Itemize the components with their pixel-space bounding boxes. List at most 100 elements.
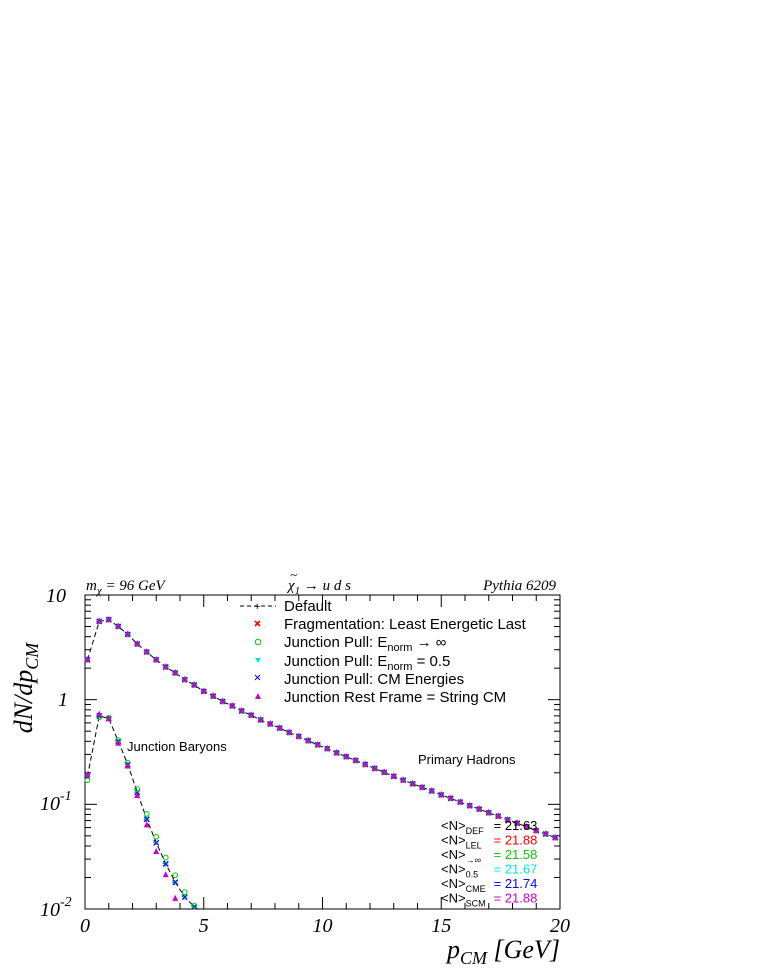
stat-row: <N>DEF = 21.63 [441,818,537,836]
primary-point-scm [286,728,293,735]
primary-point-scm [352,756,359,763]
header-mass: mχ = 96 GeV [86,578,167,597]
junction-point-scm [84,771,91,778]
legend-label-default: Default [284,598,332,615]
y-ticks [85,599,560,910]
primary-point-scm [257,715,264,722]
junction-point-cme [143,816,150,823]
primary-point-scm [153,655,160,662]
junction-point-inf [84,777,91,784]
y-axis-labels: 10 1 10-1 10-2 [40,585,72,921]
primary-point-scm [390,772,397,779]
primary-point-scm [447,794,454,801]
primary-point-scm [428,787,435,794]
stat-row: <N>→∞ = 21.58 [441,847,537,865]
legend-marker-cme [254,674,261,681]
junction-point-cme [162,860,169,867]
x-tick-label: 10 [313,915,333,937]
legend-label-half: Junction Pull: Enorm = 0.5 [284,653,450,673]
header-decay: χ1 → u d s [286,578,351,597]
junction-point-inf [181,889,188,896]
primary-point-scm [96,617,103,624]
junction-point-scm [105,715,112,722]
junction-point-cme [153,839,160,846]
primary-point-scm [191,681,198,688]
primary-point-scm [485,808,492,815]
x-tick-label: 20 [550,915,570,937]
legend-entry-inf: Junction Pull: Enorm → ∞ [254,634,447,654]
y-tick-label-0.01: 10-2 [40,895,72,921]
y-tick-label-0.1: 10-1 [40,789,72,815]
primary-point-scm [533,826,540,833]
primary-point-scm [276,724,283,731]
primary-point-scm [84,655,91,662]
junction-point-cme [191,903,198,910]
primary-point-scm [200,687,207,694]
annotation-junction-baryons: Junction Baryons [127,739,227,754]
primary-point-scm [542,830,549,837]
legend-marker-scm [255,693,261,699]
x-tick-label: 5 [199,915,209,937]
junction-point-scm [115,739,122,746]
junction-markers: ++++++++++++ [84,710,198,913]
legend-entry-cme: Junction Pull: CM Energies [254,671,464,688]
legend-entry-lel: Fragmentation: Least Energetic Last [254,616,527,633]
primary-point-scm [162,663,169,670]
primary-point-scm [362,760,369,767]
primary-point-scm [552,833,559,840]
x-tick-label: 0 [80,915,90,937]
junction-point-cme [181,894,188,900]
primary-point-scm [466,801,473,808]
annotation-primary-hadrons: Primary Hadrons [418,752,516,767]
primary-point-scm [248,711,255,718]
primary-point-scm [504,815,511,822]
junction-point-cme [172,879,179,886]
junction-point-scm [153,848,160,855]
primary-point-scm [381,768,388,775]
y-axis-title: dN/dpCM [9,642,42,734]
primary-point-scm [457,798,464,805]
primary-point-scm [476,805,483,812]
primary-point-scm [295,732,302,739]
primary-point-scm [314,740,321,747]
junction-point-scm [162,871,169,878]
primary-point-scm [181,675,188,682]
primary-point-scm [523,822,530,829]
y-tick-label-10: 10 [46,585,66,607]
primary-markers: ++++++++++++++++++++++++++++++++++++++++… [84,615,559,844]
primary-point-scm [514,819,521,826]
junction-point-inf [143,811,150,817]
primary-point-scm [333,748,340,755]
primary-point-scm [115,622,122,629]
junction-point-scm [134,792,141,799]
primary-point-scm [343,752,350,759]
primary-point-scm [267,720,274,727]
junction-point-inf [191,902,198,909]
primary-point-scm [124,630,131,637]
legend-marker-inf [254,638,262,646]
primary-point-scm [400,776,407,783]
primary-point-scm [305,736,312,743]
legend-marker-lel [254,620,261,627]
primary-point-scm [238,706,245,713]
primary-point-scm [229,701,236,708]
primary-point-scm [105,615,112,622]
legend-label-inf: Junction Pull: Enorm → ∞ [284,634,447,654]
primary-point-scm [409,779,416,786]
legend-marker-default: + [254,601,260,613]
primary-point-scm [172,668,179,675]
primary-point-scm [219,697,226,704]
junction-point-inf [162,854,169,861]
x-tick-label: 15 [431,915,451,937]
x-axis-labels: 0 5 10 15 20 [80,915,570,937]
stat-row: <N>CME = 21.74 [441,876,537,894]
primary-point-scm [371,764,378,771]
junction-point-scm [143,821,150,828]
stat-row: <N>0.5 = 21.67 [441,862,537,880]
junction-point-inf [172,872,179,879]
legend-label-cme: Junction Pull: CM Energies [284,671,464,688]
legend-entry-default: + Default [240,598,332,615]
junction-point-inf [134,786,141,792]
primary-point-scm [438,790,445,797]
primary-point-scm [134,640,141,647]
